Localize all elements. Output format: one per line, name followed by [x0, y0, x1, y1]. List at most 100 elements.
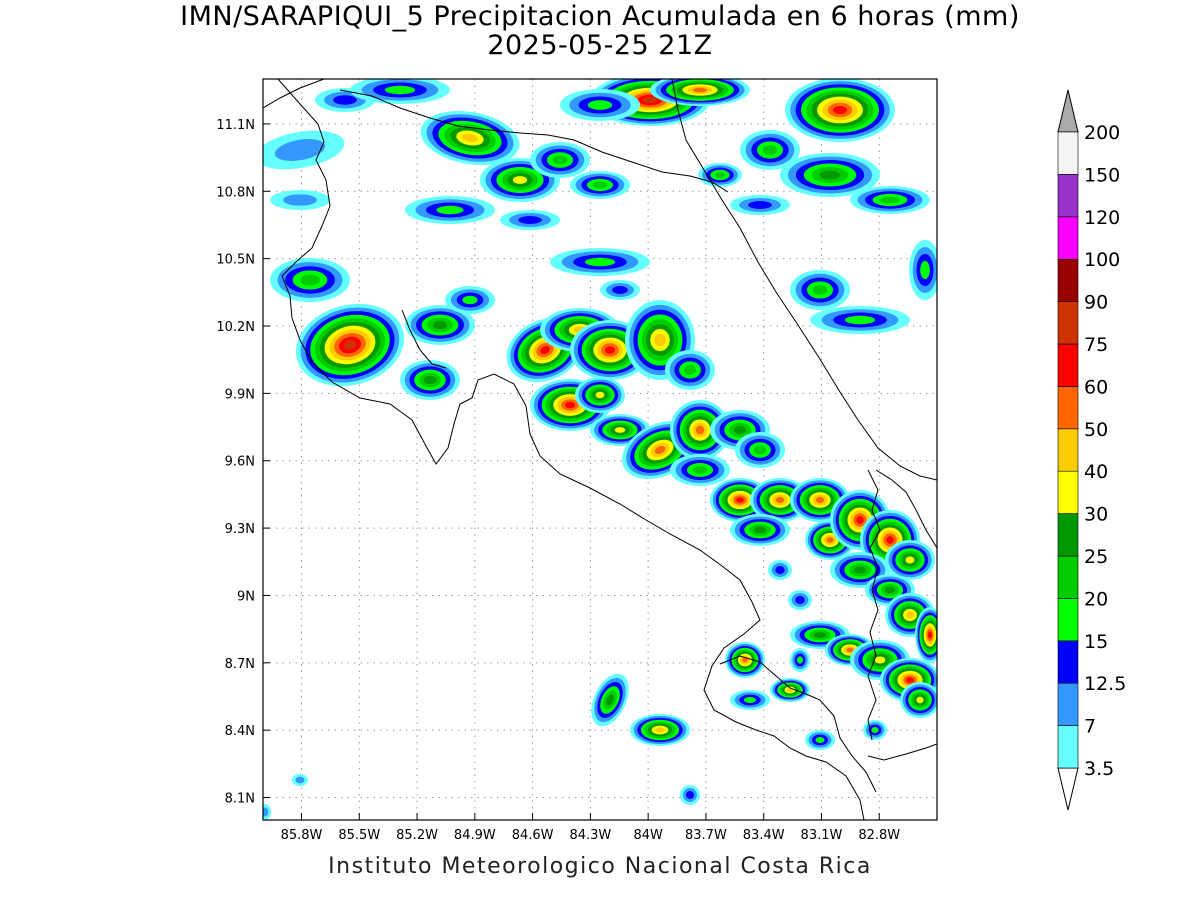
precip-contour	[686, 791, 694, 799]
precip-cell	[909, 240, 937, 300]
lat-tick-label: 9.6N	[225, 455, 255, 470]
precip-cell	[768, 560, 792, 580]
legend-label: 25	[1084, 546, 1108, 568]
precip-contour	[846, 647, 854, 653]
precip-contour	[920, 260, 930, 280]
precip-contour	[592, 181, 608, 189]
legend-label: 75	[1084, 334, 1108, 356]
precip-cell	[590, 414, 650, 446]
precip-contour	[552, 155, 568, 165]
lon-tick-label: 82.8W	[858, 828, 900, 843]
precip-cell	[420, 110, 520, 166]
legend-label: 15	[1084, 631, 1108, 653]
legend-swatch	[1057, 301, 1079, 345]
map-frame	[262, 78, 938, 821]
precip-cell	[295, 303, 405, 387]
precip-cell	[670, 400, 730, 460]
precip-cell	[730, 690, 770, 710]
precip-contour	[587, 100, 613, 110]
precip-contour	[775, 566, 785, 574]
precip-contour	[871, 726, 879, 734]
precip-contour	[654, 333, 666, 347]
precip-cell	[790, 648, 810, 672]
precip-contour	[856, 516, 864, 524]
precip-contour	[295, 776, 305, 784]
nicoya-inner-coast	[401, 309, 447, 369]
legend-swatch	[1057, 216, 1079, 260]
lat-tick-label: 10.2N	[216, 320, 255, 335]
precip-cell	[915, 607, 937, 663]
precip-cell	[263, 804, 271, 820]
legend-arrow-low	[1057, 767, 1079, 811]
precip-cell	[550, 248, 650, 276]
precip-cell	[665, 350, 715, 390]
precip-cell	[405, 196, 495, 224]
precip-cell	[900, 682, 937, 718]
legend-label: 3.5	[1084, 758, 1114, 780]
panama-coast-south	[867, 743, 937, 761]
legend-swatch	[1057, 470, 1079, 514]
precip-cell	[500, 210, 560, 230]
caribbean-coast	[671, 79, 937, 481]
precip-cell	[560, 89, 640, 121]
precip-contour	[654, 445, 666, 455]
precip-cell	[770, 678, 810, 702]
precip-contour	[736, 497, 744, 503]
lon-tick-label: 83.4W	[743, 828, 785, 843]
pacific-coast-guanacaste	[277, 79, 865, 820]
precip-cell	[680, 785, 700, 805]
title-line-2: 2025-05-25 21Z	[487, 30, 713, 61]
lon-tick-label: 84.3W	[569, 828, 611, 843]
precip-cell	[350, 79, 450, 104]
lat-tick-label: 10.5N	[216, 253, 255, 268]
legend-label: 120	[1084, 207, 1120, 229]
precip-contour	[655, 727, 665, 733]
legend-swatch	[1057, 725, 1079, 769]
precip-contour	[595, 391, 605, 399]
precip-cell	[445, 286, 495, 314]
lat-tick-label: 9.9N	[225, 387, 255, 402]
precip-contour	[916, 696, 924, 704]
precip-contour	[462, 295, 478, 305]
precip-contour	[743, 696, 757, 704]
precip-contour	[300, 274, 320, 286]
lat-tick-label: 10.8N	[216, 185, 255, 200]
legend-swatch	[1057, 598, 1079, 642]
precip-contour	[795, 596, 805, 604]
precip-contour	[853, 566, 867, 574]
precip-cell	[570, 171, 630, 199]
precip-contour	[333, 95, 357, 105]
precip-cell	[270, 190, 330, 210]
precip-cell	[630, 714, 690, 746]
precip-contour	[742, 657, 748, 663]
precip-contour	[436, 205, 464, 215]
legend-label: 20	[1084, 588, 1108, 610]
precip-contour	[714, 172, 726, 178]
osa-peninsula	[719, 655, 877, 793]
precip-cell	[530, 379, 610, 431]
legend-label: 200	[1084, 122, 1120, 144]
precip-contour	[833, 105, 847, 115]
lon-tick-label: 85.8W	[281, 828, 323, 843]
precip-contour	[819, 170, 841, 180]
lon-tick-label: 84.6W	[512, 828, 554, 843]
precip-contour	[815, 736, 825, 744]
precip-contour	[683, 365, 697, 375]
lat-tick-label: 9N	[237, 589, 255, 604]
map-title: IMN/SARAPIQUI_5 Precipitacion Acumulada …	[0, 2, 1200, 60]
precip-contour	[612, 286, 628, 294]
precip-contour	[812, 285, 828, 295]
lon-tick-label: 84W	[633, 828, 663, 843]
precip-contour	[874, 656, 886, 664]
precip-cell	[405, 305, 475, 345]
footer-credit: Instituto Meteorologico Nacional Costa R…	[328, 854, 872, 879]
precip-contour	[604, 346, 616, 354]
coastline-borders	[263, 79, 937, 820]
precip-contour	[753, 526, 767, 534]
legend-label: 30	[1084, 504, 1108, 526]
lat-tick-label: 8.1N	[225, 792, 255, 807]
legend-swatch	[1057, 640, 1079, 684]
precip-contour	[775, 496, 785, 504]
precip-contour	[884, 586, 896, 594]
precip-contour	[692, 466, 708, 474]
